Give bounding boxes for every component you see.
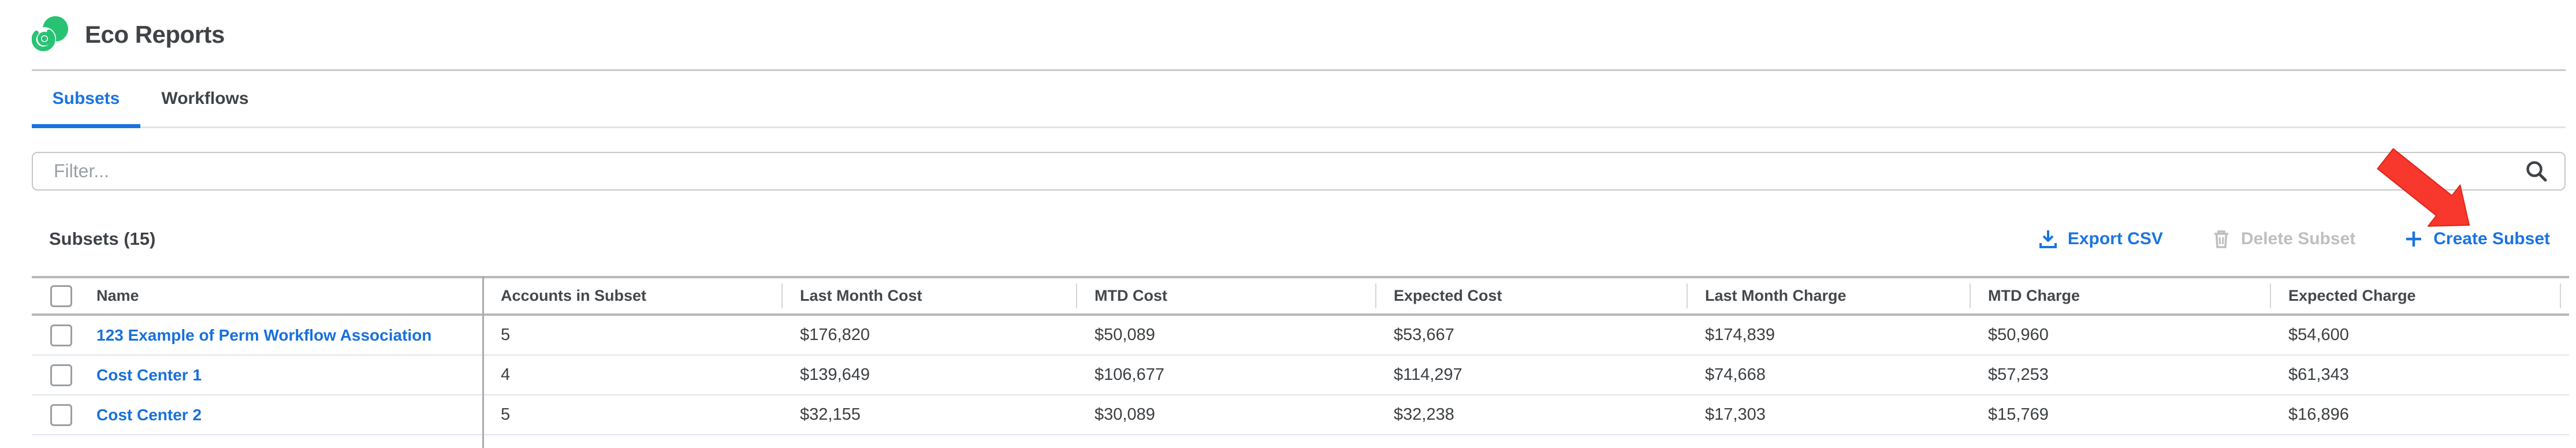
create-subset-button[interactable]: Create Subset (2403, 228, 2550, 250)
header-expected-charge: Expected Charge (2270, 278, 2569, 313)
cell-accounts: 5 (501, 405, 511, 424)
page-title: Eco Reports (85, 21, 225, 48)
header-name-label: Name (96, 287, 139, 304)
subsets-toolbar: Subsets (15) Export CSV Delete S (49, 221, 2550, 257)
filter-bar (32, 152, 2566, 191)
pinned-column-divider (482, 276, 484, 448)
header-accounts-in-subset: Accounts in Subset (501, 287, 647, 304)
cell-name: Cost Center 2 (32, 404, 482, 426)
tab-workflows-label: Workflows (161, 89, 249, 108)
export-csv-button[interactable]: Export CSV (2037, 228, 2163, 250)
tab-workflows[interactable]: Workflows (154, 71, 256, 126)
filter-input[interactable] (32, 152, 2566, 191)
cell-last-month-cost: $176,820 (800, 326, 870, 344)
cell-expected-cost: $32,238 (1394, 405, 1454, 424)
row-checkbox[interactable] (50, 324, 72, 346)
subsets-table: Name Accounts in Subset Last Month Cost … (32, 276, 2569, 435)
cell-last-month-charge: $174,839 (1705, 326, 1775, 344)
cell-last-month-charge: $17,303 (1705, 405, 1766, 424)
row-checkbox[interactable] (50, 404, 72, 426)
header-mtd-cost: MTD Cost (1076, 278, 1375, 313)
delete-subset-button[interactable]: Delete Subset (2210, 228, 2355, 250)
cell-mtd-cost: $30,089 (1095, 405, 1155, 424)
tab-bar: Subsets Workflows (32, 71, 2566, 128)
cell-expected-cost: $53,667 (1394, 326, 1454, 344)
cell-name: Cost Center 1 (32, 364, 482, 386)
cell-expected-charge: $16,896 (2288, 405, 2349, 424)
export-csv-label: Export CSV (2067, 229, 2163, 248)
header-name: Name (32, 278, 482, 313)
header-last-month-charge: Last Month Charge (1687, 278, 1970, 313)
subset-name-link[interactable]: 123 Example of Perm Workflow Association (96, 326, 432, 344)
cell-accounts: 5 (501, 326, 511, 344)
tab-subsets[interactable]: Subsets (32, 71, 140, 128)
cell-mtd-charge: $50,960 (1988, 326, 2049, 344)
cell-expected-cost: $114,297 (1394, 365, 1462, 384)
eco-logo-icon (32, 16, 68, 51)
cell-last-month-cost: $32,155 (800, 405, 861, 424)
cell-last-month-cost: $139,649 (800, 365, 870, 384)
cell-mtd-cost: $50,089 (1095, 326, 1155, 344)
subsets-count-heading: Subsets (15) (49, 229, 156, 249)
cell-last-month-charge: $74,668 (1705, 365, 1766, 384)
table-row: Cost Center 1 4 $139,649 $106,677 $114,2… (32, 356, 2569, 395)
table-row: Cost Center 2 5 $32,155 $30,089 $32,238 … (32, 395, 2569, 435)
header-mtd-charge: MTD Charge (1970, 278, 2270, 313)
header-last-month-cost: Last Month Cost (781, 278, 1076, 313)
trash-icon (2214, 230, 2228, 248)
toolbar-actions: Export CSV Delete Subset Create Subset (2037, 228, 2550, 250)
download-icon (2039, 230, 2057, 248)
select-all-checkbox[interactable] (50, 285, 72, 307)
delete-subset-label: Delete Subset (2240, 229, 2356, 248)
create-subset-label: Create Subset (2433, 229, 2550, 248)
cell-accounts: 4 (501, 365, 511, 384)
app-header: Eco Reports (32, 0, 2566, 71)
search-icon (2526, 161, 2547, 182)
header-expected-cost: Expected Cost (1375, 278, 1687, 313)
tab-subsets-label: Subsets (52, 89, 120, 108)
plus-icon (2406, 232, 2422, 247)
cell-mtd-cost: $106,677 (1095, 365, 1164, 384)
cell-mtd-charge: $57,253 (1988, 365, 2049, 384)
cell-name: 123 Example of Perm Workflow Association (32, 324, 482, 346)
cell-mtd-charge: $15,769 (1988, 405, 2049, 424)
table-row: 123 Example of Perm Workflow Association… (32, 316, 2569, 356)
subset-name-link[interactable]: Cost Center 2 (96, 405, 202, 424)
cell-expected-charge: $54,600 (2288, 326, 2349, 344)
cell-expected-charge: $61,343 (2288, 365, 2349, 384)
table-header-row: Name Accounts in Subset Last Month Cost … (32, 278, 2569, 316)
row-checkbox[interactable] (50, 364, 72, 386)
subset-name-link[interactable]: Cost Center 1 (96, 365, 202, 384)
